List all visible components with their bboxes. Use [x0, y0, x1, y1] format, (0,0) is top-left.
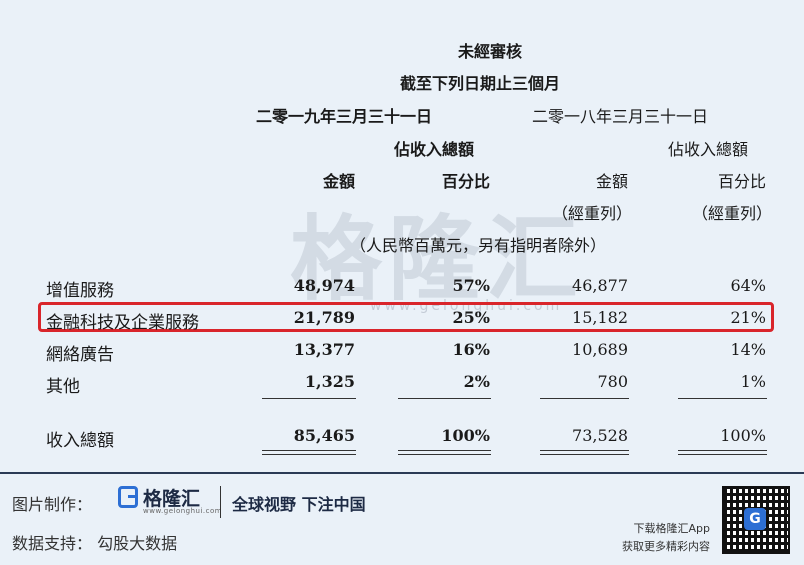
row-percent-2018: 14%: [730, 340, 766, 359]
row-label-value-added: 增值服務: [46, 281, 114, 301]
unaudited-header: 未經審核: [458, 42, 523, 61]
row-amount-2018: 780: [597, 372, 628, 391]
download-app-text: 下载格隆汇App: [633, 522, 711, 535]
total-percent-2019: 100%: [441, 426, 490, 445]
pct-total-2019-header: 佔收入總額: [394, 140, 475, 159]
row-percent-2019: 16%: [452, 340, 490, 359]
row-amount-2019: 13,377: [293, 340, 355, 359]
data-support-label: 数据支持： 勾股大数据: [12, 534, 178, 553]
date-2018-header: 二零一八年三月三十一日: [532, 107, 709, 126]
row-percent-2018: 64%: [730, 276, 766, 295]
row-percent-2019: 57%: [452, 276, 490, 295]
total-amount-2018: 73,528: [572, 426, 628, 445]
row-label-total: 收入總額: [46, 431, 114, 451]
total-double-line: [678, 450, 767, 455]
row-amount-2018: 15,182: [572, 308, 628, 327]
total-double-line: [398, 450, 491, 455]
row-percent-2019: 2%: [463, 372, 490, 391]
brand-slogan: 全球视野 下注中国: [232, 495, 366, 514]
percent-2018-header: 百分比: [717, 172, 766, 191]
row-amount-2019: 21,789: [293, 308, 355, 327]
more-content-text: 获取更多精彩内容: [622, 540, 710, 553]
row-amount-2019: 1,325: [304, 372, 355, 391]
row-percent-2018: 1%: [740, 372, 766, 391]
percent-2019-header: 百分比: [441, 172, 490, 191]
total-double-line: [540, 450, 629, 455]
row-percent-2019: 25%: [452, 308, 490, 327]
subtotal-line: [398, 398, 491, 399]
row-amount-2018: 46,877: [572, 276, 628, 295]
brand-logo-url: www.gelonghui.com: [143, 507, 223, 515]
qr-badge-icon: G: [744, 508, 766, 530]
row-amount-2018: 10,689: [572, 340, 628, 359]
amount-2019-header: 金額: [322, 172, 355, 191]
total-amount-2019: 85,465: [293, 426, 355, 445]
row-percent-2018: 21%: [730, 308, 766, 327]
brand-logo-text: 格隆汇: [143, 488, 201, 510]
amount-2018-header: 金額: [595, 172, 628, 191]
subtotal-line: [678, 398, 767, 399]
row-amount-2019: 48,974: [293, 276, 355, 295]
footer-bar: 图片制作： 格隆汇 www.gelonghui.com 全球视野 下注中国 数据…: [0, 472, 804, 565]
row-label-online-ads: 網絡廣告: [46, 345, 114, 365]
row-label-fintech: 金融科技及企業服務: [46, 313, 199, 333]
made-by-label: 图片制作：: [12, 495, 93, 514]
period-header: 截至下列日期止三個月: [400, 74, 561, 93]
total-double-line: [262, 450, 356, 455]
total-percent-2018: 100%: [720, 426, 766, 445]
pct-total-2018-header: 佔收入總額: [668, 140, 749, 159]
footer-divider: [220, 486, 221, 518]
subtotal-line: [540, 398, 629, 399]
date-2019-header: 二零一九年三月三十一日: [256, 107, 433, 126]
highlight-box: [38, 302, 774, 332]
unit-note: （人民幣百萬元，另有指明者除外）: [350, 236, 607, 255]
gelonghui-logo-icon: [118, 486, 138, 508]
row-label-others: 其他: [46, 377, 80, 397]
restated-percent-note: （經重列）: [691, 204, 772, 223]
subtotal-line: [262, 398, 356, 399]
restated-amount-note: （經重列）: [551, 204, 632, 223]
